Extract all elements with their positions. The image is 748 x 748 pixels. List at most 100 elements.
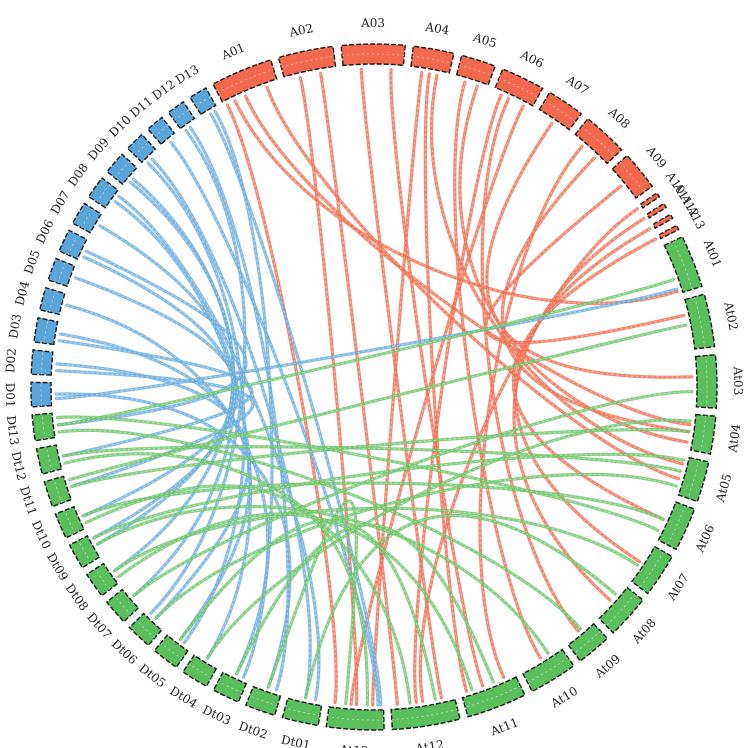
link-texture-50: [97, 506, 549, 654]
chromosome-At13-texture: [327, 716, 384, 721]
chromosome-A09[interactable]: [611, 154, 654, 200]
link-texture-25: [56, 288, 677, 400]
label-Dt08: Dt08: [63, 581, 92, 613]
link-texture-33: [97, 225, 234, 545]
label-At10: At10: [548, 684, 581, 711]
label-D03: D03: [6, 313, 24, 340]
label-At05: At05: [713, 472, 735, 504]
chromosome-A10[interactable]: [639, 191, 661, 209]
label-At09: At09: [591, 652, 623, 682]
chromosome-A03[interactable]: [340, 43, 406, 67]
label-Dt10: Dt10: [29, 518, 54, 551]
chromosome-Dt12[interactable]: [35, 444, 63, 475]
link-texture-47: [63, 446, 681, 472]
chromosome-Dt02-texture: [249, 695, 278, 707]
chromosome-D13[interactable]: [189, 87, 217, 116]
link-texture-38: [189, 127, 289, 690]
chromosome-A04-texture: [412, 55, 452, 64]
link-texture-48: [71, 429, 689, 487]
chromosome-At12[interactable]: [390, 698, 461, 731]
chromosome-A07-texture: [544, 100, 576, 123]
chromosome-At10[interactable]: [522, 648, 575, 693]
label-D01: D01: [3, 382, 18, 407]
chromosome-A12-texture: [661, 219, 665, 224]
link-texture-21: [513, 238, 664, 520]
chromosome-Dt09[interactable]: [68, 534, 101, 569]
chromosome-A12[interactable]: [652, 213, 674, 230]
label-At07: At07: [664, 571, 692, 603]
chromosome-A07[interactable]: [538, 91, 583, 131]
label-Dt03: Dt03: [200, 703, 233, 728]
chromosome-At13[interactable]: [325, 706, 385, 731]
label-At12: At12: [414, 738, 445, 748]
link-texture-23: [414, 95, 502, 703]
chromosome-A01[interactable]: [212, 59, 278, 103]
label-Dt13: Dt13: [4, 415, 21, 446]
chromosome-At10-texture: [527, 657, 569, 683]
link-texture-64: [57, 416, 659, 531]
chromosome-Dt01-texture: [284, 707, 320, 716]
link-texture-44: [214, 111, 273, 678]
link-texture-57: [267, 500, 357, 704]
label-At02: At02: [721, 300, 740, 332]
chromosome-At01-texture: [672, 240, 693, 290]
chromosome-D12[interactable]: [167, 100, 196, 130]
label-At06: At06: [692, 523, 717, 556]
chromosome-At03[interactable]: [694, 353, 718, 409]
chromosome-Dt08-texture: [94, 568, 111, 590]
link-texture-18: [419, 208, 638, 702]
link-texture-0: [234, 100, 678, 304]
label-Dt07: Dt07: [84, 610, 114, 642]
chromosome-Dt08[interactable]: [85, 562, 119, 597]
link-texture-3: [266, 87, 679, 480]
chromosome-Dt01[interactable]: [281, 697, 323, 727]
link-texture-20: [515, 228, 651, 563]
chromosome-Dt03[interactable]: [212, 671, 248, 703]
label-Dt02: Dt02: [237, 719, 270, 742]
chromosome-A10-texture: [648, 198, 652, 203]
label-D09: D09: [85, 135, 112, 163]
chromosome-A13[interactable]: [657, 224, 680, 240]
label-D10: D10: [106, 113, 134, 140]
chromosome-D05-texture: [57, 262, 66, 284]
chromosome-Dt06[interactable]: [128, 612, 163, 647]
chromosome-At02[interactable]: [684, 293, 716, 350]
chromosome-D10[interactable]: [126, 133, 157, 164]
chromosome-At01[interactable]: [663, 235, 703, 294]
chromosome-At04[interactable]: [689, 413, 717, 455]
link-texture-17: [485, 185, 684, 343]
chromosome-Dt04[interactable]: [182, 654, 218, 688]
chromosome-D11[interactable]: [146, 116, 176, 146]
chromosome-Dt05[interactable]: [153, 634, 189, 669]
label-D06: D06: [33, 217, 56, 245]
link-texture-10: [454, 82, 541, 659]
chromosome-Dt13[interactable]: [31, 412, 56, 442]
chromosome-D07-texture: [81, 208, 94, 229]
label-A09: A09: [643, 143, 670, 171]
chromosome-D11-texture: [154, 124, 169, 137]
chromosome-A05[interactable]: [455, 54, 497, 86]
chromosome-A08[interactable]: [574, 117, 623, 165]
chromosome-At07-texture: [639, 551, 664, 588]
chromosome-Dt11[interactable]: [43, 475, 73, 508]
chromosome-At05-texture: [687, 459, 700, 499]
link-texture-60: [65, 453, 411, 704]
chromosome-Dt06-texture: [136, 620, 156, 639]
chromosome-D12-texture: [174, 109, 190, 121]
link-texture-59: [59, 429, 581, 630]
chromosome-A02[interactable]: [277, 45, 337, 78]
chromosome-D02[interactable]: [30, 349, 54, 376]
link-texture-35: [133, 178, 235, 596]
label-A06: A06: [517, 47, 546, 70]
chromosome-At11[interactable]: [461, 676, 526, 718]
chromosome-A09-texture: [619, 161, 645, 193]
chromosome-A11[interactable]: [645, 202, 668, 219]
chromosome-At06-texture: [666, 505, 686, 545]
label-A08: A08: [605, 104, 633, 131]
chromosome-Dt10[interactable]: [54, 505, 85, 539]
chromosome-D03[interactable]: [33, 316, 59, 346]
label-D02: D02: [3, 348, 19, 374]
link-texture-9: [431, 75, 683, 465]
label-Dt09: Dt09: [44, 550, 71, 583]
